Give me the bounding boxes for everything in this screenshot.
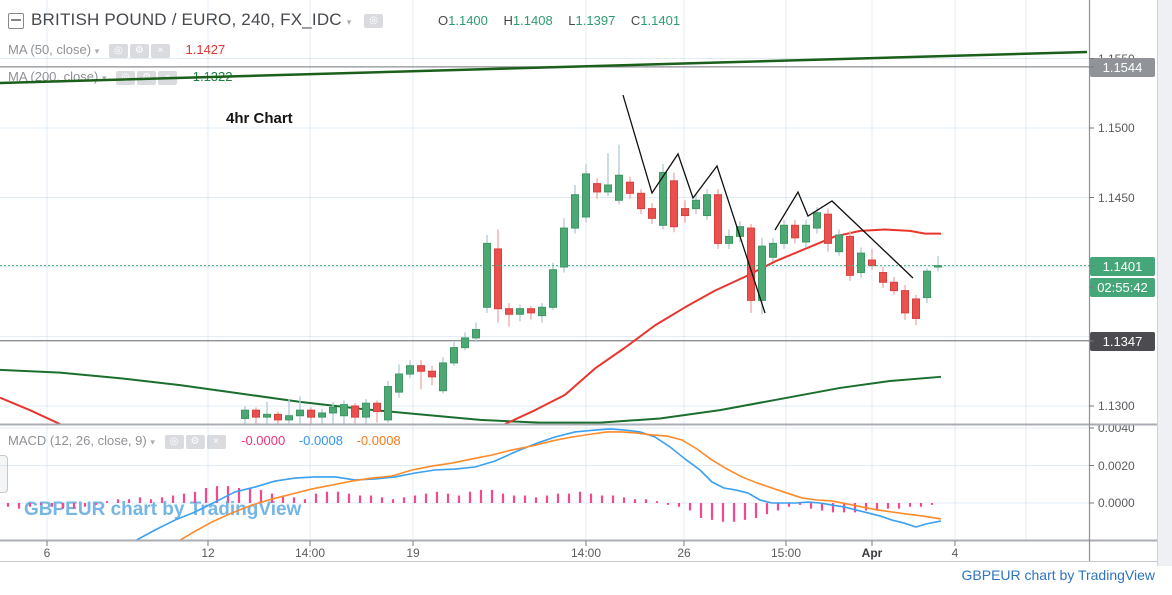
- time-axis-label: Apr: [861, 546, 883, 560]
- close-value: 1.1401: [640, 13, 681, 28]
- close-label: C: [630, 13, 641, 28]
- time-axis-label: 4: [951, 546, 959, 560]
- price-badge: 1.1401: [1090, 256, 1155, 276]
- price-badge: 02:55:42: [1090, 277, 1155, 297]
- footer-attribution-link[interactable]: GBPEUR chart by TradingView: [961, 567, 1156, 583]
- time-axis-label: 19: [406, 546, 420, 560]
- symbol-title-text: BRITISH POUND / EURO, 240, FX_IDC: [31, 10, 342, 29]
- price-axis-label: 1.1500: [1098, 121, 1135, 135]
- price-axis-label: 0.0000: [1098, 496, 1135, 510]
- price-badge: 1.1347: [1090, 331, 1155, 351]
- time-axis-label: 26: [677, 546, 691, 560]
- chart-annotation-text: 4hr Chart: [226, 110, 293, 127]
- price-axis-label: 0.0040: [1098, 421, 1135, 435]
- collapse-panel-button[interactable]: [8, 13, 24, 29]
- symbol-title[interactable]: BRITISH POUND / EURO, 240, FX_IDC ▾ ◎: [31, 10, 385, 30]
- time-axis-label: 15:00: [770, 546, 802, 560]
- price-axis-label: 1.1450: [1098, 190, 1135, 205]
- price-axis-label: 0.0020: [1098, 458, 1135, 473]
- time-axis-label: 14:00: [570, 546, 602, 560]
- time-axis-label: 6: [43, 546, 51, 560]
- time-axis-label: 12: [201, 546, 215, 560]
- open-value: 1.1400: [448, 13, 488, 28]
- eye-toggle-icon[interactable]: ◎: [364, 13, 384, 28]
- low-label: L: [568, 13, 576, 28]
- time-axis[interactable]: 6 12 14:00 19 14:00 26 15:00 Apr 4: [0, 541, 1089, 562]
- chevron-down-icon[interactable]: ▾: [346, 17, 352, 27]
- price-axis[interactable]: 1.15501.15001.14501.13000.00400.00200.00…: [0, 0, 1172, 562]
- high-label: H: [503, 13, 513, 28]
- ohlc-readout: O1.1400 H1.1408 L1.1397 C1.1401: [438, 13, 680, 28]
- drawing-toolbar-handle[interactable]: [0, 455, 8, 493]
- price-axis-label: 1.1300: [1098, 399, 1135, 413]
- macd-label: MACD (12, 26, close, 9): [8, 433, 147, 448]
- time-axis-label: 14:00: [294, 546, 326, 560]
- low-value: 1.1397: [575, 13, 616, 28]
- price-badge: 1.1544: [1090, 57, 1155, 77]
- high-value: 1.1408: [512, 13, 553, 28]
- open-label: O: [438, 13, 449, 28]
- right-gutter: [1157, 0, 1172, 566]
